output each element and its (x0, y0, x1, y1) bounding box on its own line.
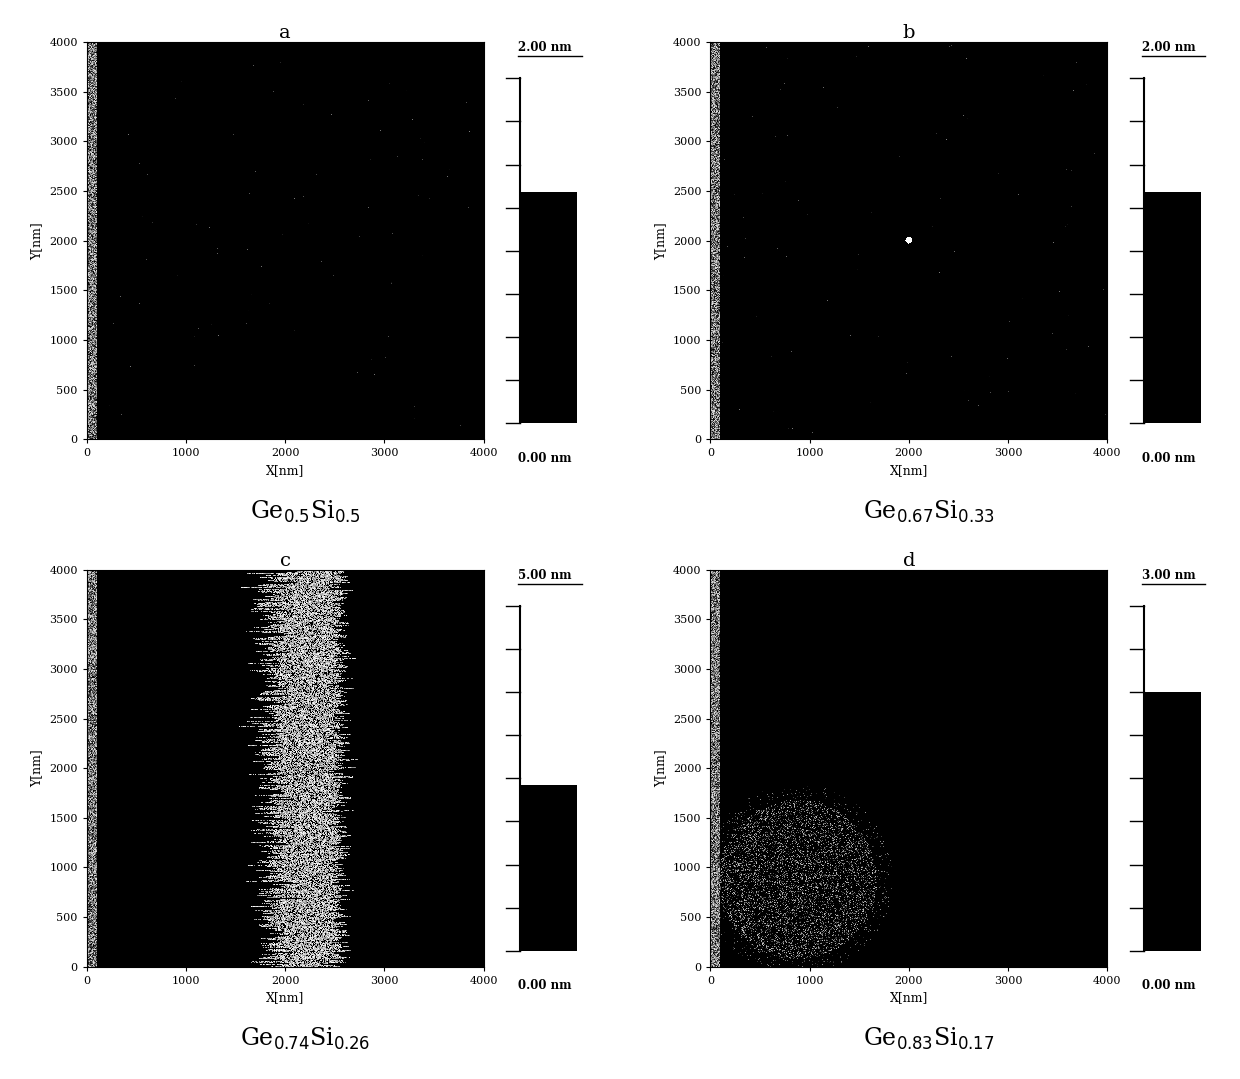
Bar (1145, 192, 1200, 423)
X-axis label: X[nm]: X[nm] (889, 992, 928, 1005)
Text: 0.00 nm: 0.00 nm (1142, 980, 1195, 993)
Text: 2.00 nm: 2.00 nm (518, 41, 572, 54)
Text: 5.00 nm: 5.00 nm (518, 569, 572, 582)
Text: 0.00 nm: 0.00 nm (518, 980, 572, 993)
Title: d: d (903, 551, 915, 570)
Text: Ge$_{0.5}$Si$_{0.5}$: Ge$_{0.5}$Si$_{0.5}$ (249, 498, 361, 524)
Text: Ge$_{0.83}$Si$_{0.17}$: Ge$_{0.83}$Si$_{0.17}$ (863, 1026, 994, 1052)
Y-axis label: Y[nm]: Y[nm] (655, 749, 667, 787)
Text: 3.00 nm: 3.00 nm (1142, 569, 1195, 582)
X-axis label: X[nm]: X[nm] (267, 464, 305, 477)
Text: Ge$_{0.67}$Si$_{0.33}$: Ge$_{0.67}$Si$_{0.33}$ (863, 498, 994, 524)
Text: 2.00 nm: 2.00 nm (1142, 41, 1195, 54)
Title: a: a (279, 24, 291, 42)
X-axis label: X[nm]: X[nm] (889, 464, 928, 477)
Bar (521, 786, 577, 951)
Y-axis label: Y[nm]: Y[nm] (31, 222, 43, 260)
Bar (521, 192, 577, 423)
Y-axis label: Y[nm]: Y[nm] (655, 222, 667, 260)
Title: c: c (280, 551, 290, 570)
X-axis label: X[nm]: X[nm] (267, 992, 305, 1005)
Text: 0.00 nm: 0.00 nm (518, 452, 572, 465)
Y-axis label: Y[nm]: Y[nm] (31, 749, 43, 787)
Title: b: b (903, 24, 915, 42)
Text: Ge$_{0.74}$Si$_{0.26}$: Ge$_{0.74}$Si$_{0.26}$ (241, 1026, 371, 1052)
Text: 0.00 nm: 0.00 nm (1142, 452, 1195, 465)
Bar (1145, 692, 1200, 951)
